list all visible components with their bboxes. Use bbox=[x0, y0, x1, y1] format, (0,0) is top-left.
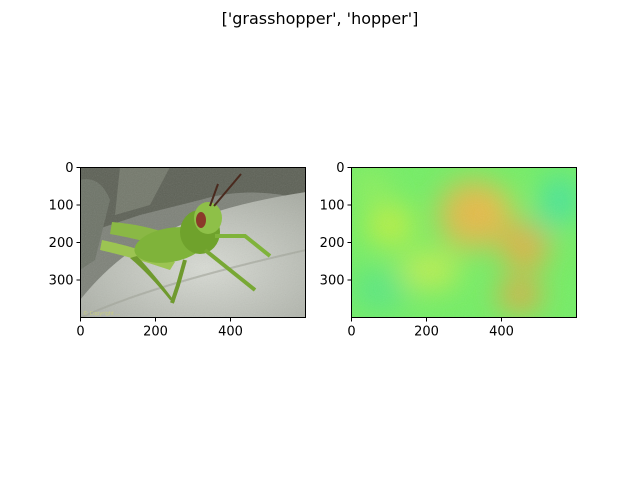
right-y-tick-label: 100 bbox=[320, 199, 345, 214]
right-y-tick-label: 300 bbox=[320, 274, 345, 289]
right-x-tick-label: 200 bbox=[414, 325, 439, 340]
left-y-tick-label: 200 bbox=[49, 236, 74, 251]
right-x-tick-label: 0 bbox=[347, 325, 355, 340]
left-axis-ticks: 0 200 400 0 100 200 300 bbox=[49, 161, 243, 340]
left-y-tick-label: 100 bbox=[49, 199, 74, 214]
left-x-tick-label: 200 bbox=[143, 325, 168, 340]
left-x-tick-label: 400 bbox=[218, 325, 243, 340]
left-x-tick-label: 0 bbox=[76, 325, 84, 340]
grasshopper bbox=[100, 173, 272, 304]
left-y-tick-label: 300 bbox=[49, 274, 74, 289]
right-x-tick-label: 400 bbox=[489, 325, 514, 340]
figure-title: ['grasshopper', 'hopper'] bbox=[222, 9, 419, 28]
right-axis-ticks: 0 200 400 0 100 200 300 bbox=[320, 161, 514, 340]
right-y-tick-label: 0 bbox=[336, 161, 344, 176]
saliency-heatmap bbox=[351, 167, 577, 318]
left-axes: © Copyright ... 0 200 400 0 100 200 300 bbox=[49, 161, 306, 340]
photo-watermark: © Copyright ... bbox=[83, 310, 121, 317]
right-y-tick-label: 200 bbox=[320, 236, 345, 251]
right-axes: 0 200 400 0 100 200 300 bbox=[320, 161, 577, 340]
grasshopper-photo: © Copyright ... bbox=[80, 167, 306, 318]
left-y-tick-label: 0 bbox=[65, 161, 73, 176]
